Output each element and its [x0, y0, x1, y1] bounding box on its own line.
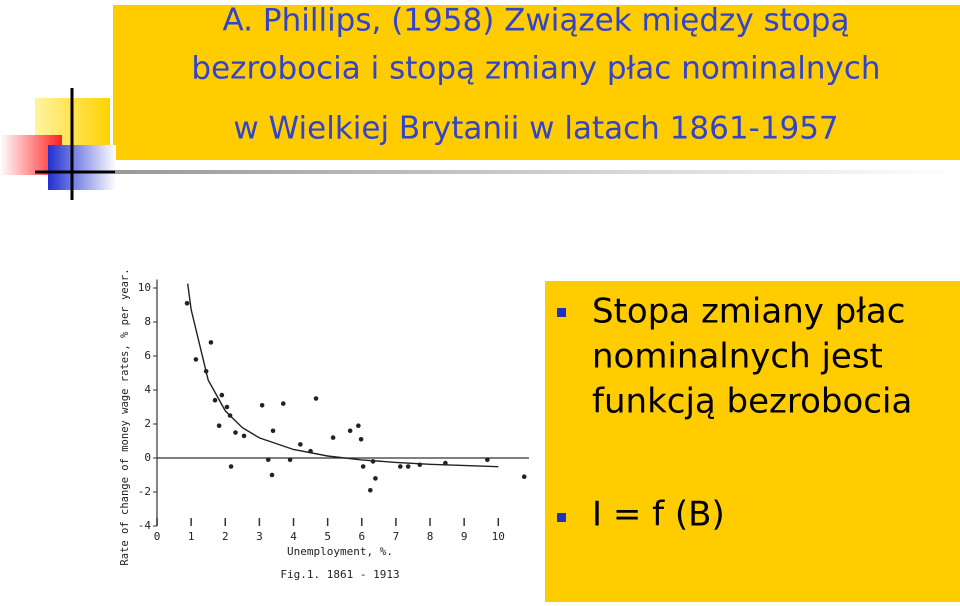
title-line: A. Phillips, (1958) Związek między stopą — [223, 3, 850, 39]
title-box — [113, 5, 960, 160]
point — [485, 457, 490, 463]
point — [212, 397, 218, 403]
title-line: w Wielkiej Brytanii w latach 1861-1957 — [233, 111, 838, 147]
y-tick-label: 6 — [144, 349, 151, 362]
point — [368, 488, 373, 493]
bullet-box — [545, 281, 960, 602]
bullet-icon — [557, 308, 566, 317]
point — [347, 428, 353, 434]
x-tick-label: 2 — [222, 530, 229, 543]
y-tick-label: -4 — [138, 519, 152, 532]
point — [224, 404, 230, 410]
fitted-curve — [187, 283, 499, 468]
point — [330, 435, 336, 440]
y-tick-label: -2 — [138, 485, 151, 498]
y-tick-label: 0 — [144, 451, 151, 464]
chart-background — [110, 255, 535, 595]
y-axis-label: Rate of change of money wage rates, % pe… — [119, 268, 131, 565]
point — [228, 464, 234, 469]
point — [405, 464, 411, 469]
point — [241, 433, 247, 439]
x-tick-label: 4 — [290, 530, 297, 543]
decor — [48, 145, 116, 190]
bullet-text: nominalnych jest — [592, 337, 883, 377]
point — [356, 423, 361, 429]
point — [521, 474, 527, 480]
x-tick-label: 5 — [324, 530, 331, 543]
point — [184, 301, 190, 306]
point — [313, 396, 319, 401]
bullet-icon — [557, 513, 566, 522]
title: A. Phillips, (1958) Związek między stopą… — [191, 3, 880, 147]
point — [398, 464, 403, 469]
y-tick-label: 10 — [138, 281, 151, 294]
point — [287, 457, 293, 463]
point — [298, 442, 303, 447]
point — [265, 457, 271, 463]
point — [216, 423, 222, 429]
point — [360, 464, 366, 469]
title-line: bezrobocia i stopą zmiany płac nominalny… — [191, 51, 880, 87]
x-tick-label: 7 — [393, 530, 400, 543]
caption: Fig.1. 1861 - 1913 — [280, 568, 399, 581]
x-tick-label: 9 — [461, 530, 468, 543]
point — [233, 430, 238, 435]
x-tick-label: 8 — [427, 530, 434, 543]
point — [373, 476, 378, 481]
point — [219, 392, 225, 398]
x-tick-label: 3 — [256, 530, 263, 543]
y-tick-label: 8 — [144, 315, 151, 328]
bullet-text: Stopa zmiany płac — [592, 292, 905, 332]
x-tick-label: 1 — [188, 530, 195, 543]
divider — [115, 170, 960, 174]
point — [270, 428, 276, 434]
point — [193, 357, 199, 362]
point — [269, 472, 275, 478]
point — [259, 403, 265, 408]
x-tick-label: 6 — [358, 530, 365, 543]
point — [358, 437, 364, 442]
bullet-text: funkcją bezrobocia — [592, 382, 912, 422]
point — [208, 340, 214, 345]
point — [280, 401, 286, 406]
x-axis-label: Unemployment, %. — [287, 545, 393, 558]
bullet-text: I = f (B) — [592, 495, 725, 535]
x-tick-label: 0 — [154, 530, 161, 543]
x-tick-label: 10 — [492, 530, 505, 543]
y-tick-label: 4 — [144, 383, 151, 396]
y-tick-label: 2 — [144, 417, 151, 430]
